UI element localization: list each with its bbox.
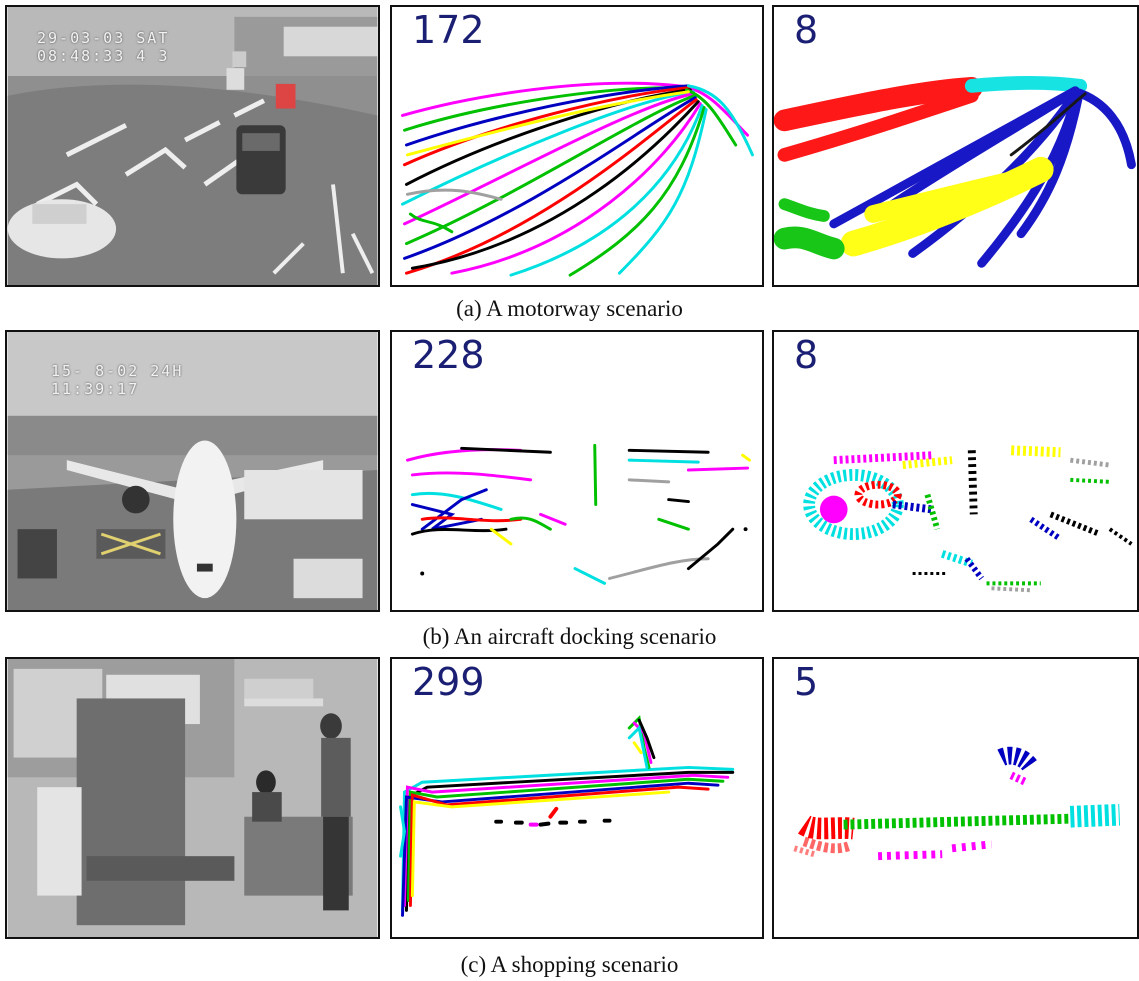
trajectory-plot-shopping: 299 <box>390 657 764 939</box>
cluster-count: 8 <box>794 333 819 377</box>
aircraft-trajectories <box>405 443 751 585</box>
shopping-trajectories <box>399 715 735 917</box>
trajectory-count: 172 <box>412 8 485 52</box>
shopping-clusters <box>793 746 1121 861</box>
shopping-camera-image <box>7 659 378 937</box>
cluster-plot-aircraft: 8 <box>772 330 1139 612</box>
aircraft-clusters <box>803 445 1133 593</box>
cluster-plot-shopping: 5 <box>772 657 1139 939</box>
trajectory-plot-motorway: 172 <box>390 5 764 287</box>
aircraft-camera-image <box>7 332 378 610</box>
camera-frame-aircraft: 15- 8-02 24H 11:39:17 <box>5 330 380 612</box>
motorway-clusters <box>774 76 1136 268</box>
cluster-plot-motorway: 8 <box>772 5 1139 287</box>
video-timestamp-time: 08:48:33 4 3 <box>37 47 170 65</box>
trajectory-plot-aircraft: 228 <box>390 330 764 612</box>
camera-frame-motorway: 29-03-03 SAT 08:48:33 4 3 <box>5 5 380 287</box>
figure-caption-c: (c) A shopping scenario <box>460 952 679 977</box>
trajectory-count: 299 <box>412 660 485 704</box>
figure-caption-b: (b) An aircraft docking scenario <box>422 624 717 649</box>
video-timestamp-time: 11:39:17 <box>51 380 140 398</box>
motorway-trajectories <box>401 81 754 277</box>
figure-caption-a: (a) A motorway scenario <box>456 296 683 321</box>
motorway-camera-image <box>7 7 378 285</box>
camera-frame-shopping <box>5 657 380 939</box>
cluster-count: 5 <box>794 660 819 704</box>
video-timestamp-date: 15- 8-02 24H <box>51 362 184 380</box>
trajectory-count: 228 <box>412 333 485 377</box>
video-timestamp-date: 29-03-03 SAT <box>37 29 170 47</box>
cluster-count: 8 <box>794 8 819 52</box>
